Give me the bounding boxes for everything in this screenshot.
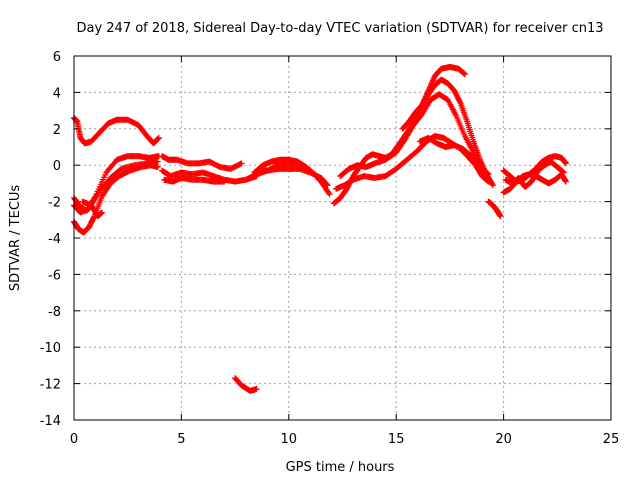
y-tick-label: -14 xyxy=(40,414,61,429)
y-tick-label: 6 xyxy=(53,50,61,65)
data-point-marker xyxy=(456,99,463,106)
data-markers xyxy=(71,63,569,394)
series-track-f xyxy=(159,153,245,172)
data-point-marker xyxy=(489,181,496,188)
y-tick-label: -6 xyxy=(48,268,61,283)
data-point-marker xyxy=(221,178,228,185)
x-tick-label: 10 xyxy=(281,432,298,447)
data-point-marker xyxy=(98,209,105,216)
y-tick-label: 2 xyxy=(53,123,61,138)
series-track-p xyxy=(399,76,496,189)
data-point-marker xyxy=(154,164,161,171)
data-point-marker xyxy=(238,160,245,167)
y-tick-label: -8 xyxy=(48,305,61,320)
x-tick-label: 25 xyxy=(603,432,620,447)
series-track-a xyxy=(71,114,162,147)
grid-lines xyxy=(74,56,611,420)
y-axis-label: SDTVAR / TECUs xyxy=(8,185,23,292)
y-tick-label: -2 xyxy=(48,196,61,211)
data-point-marker xyxy=(154,158,161,165)
chart-title: Day 247 of 2018, Sidereal Day-to-day VTE… xyxy=(76,21,603,36)
data-point-marker xyxy=(476,162,483,169)
data-point-marker xyxy=(476,161,483,168)
x-tick-label: 20 xyxy=(495,432,512,447)
series-track-o xyxy=(337,91,492,180)
x-tick-label: 0 xyxy=(70,432,78,447)
data-point-marker xyxy=(461,71,468,78)
x-tick-label: 15 xyxy=(388,432,405,447)
series-track-l xyxy=(255,160,314,174)
series-track-d xyxy=(71,158,161,216)
data-point-marker xyxy=(253,386,260,393)
series-track-q xyxy=(416,134,483,169)
data-point-marker xyxy=(307,167,314,174)
x-axis-label: GPS time / hours xyxy=(286,460,395,475)
series-track-h xyxy=(161,174,228,185)
y-tick-label: -4 xyxy=(48,232,61,247)
data-point-marker xyxy=(326,191,333,198)
data-point-marker xyxy=(155,134,162,141)
y-tick-label: 0 xyxy=(53,159,61,174)
x-tick-label: 5 xyxy=(177,432,185,447)
data-point-marker xyxy=(489,182,496,189)
plot-frame xyxy=(73,55,612,421)
series-track-i xyxy=(232,375,260,394)
y-tick-label: 4 xyxy=(53,86,61,101)
data-point-marker xyxy=(562,160,569,167)
series-track-e xyxy=(79,198,105,220)
data-point-marker xyxy=(497,213,504,220)
y-tick-label: -10 xyxy=(40,341,61,356)
axis-ticks: 0 5 10 15 20 25 -14 -12 -10 -8 -6 -4 -2 0 2 4 6 xyxy=(40,50,620,447)
series-track-r xyxy=(485,198,504,220)
data-point-marker xyxy=(562,178,569,185)
series-track-u xyxy=(502,158,567,191)
data-point-marker xyxy=(325,190,332,197)
data-point-marker xyxy=(560,169,567,176)
y-tick-label: -12 xyxy=(40,378,61,393)
